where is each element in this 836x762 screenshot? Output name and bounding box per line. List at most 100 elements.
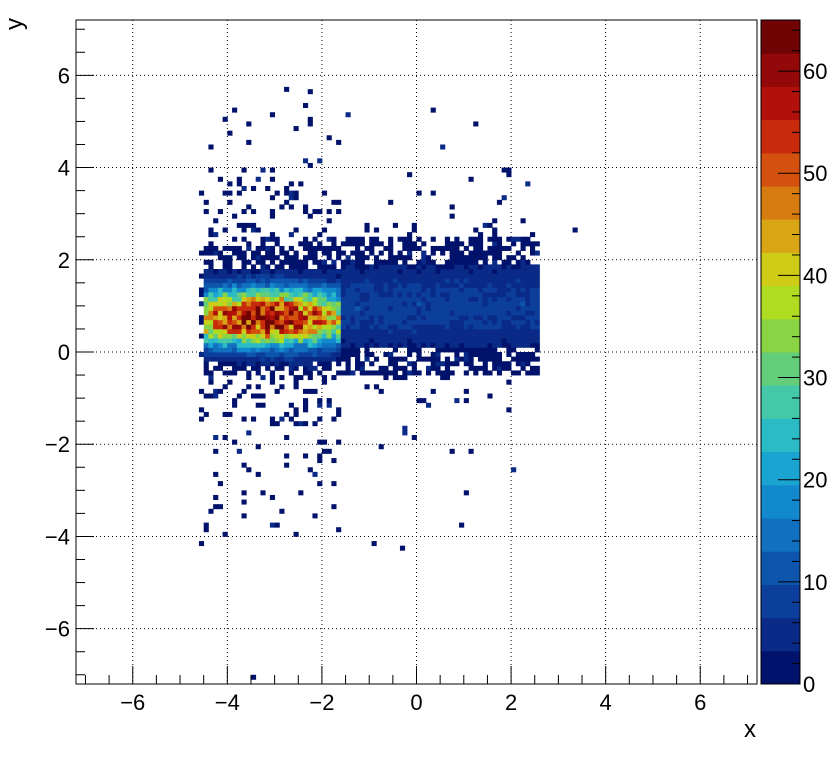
heatmap-cell — [364, 328, 370, 334]
heatmap-cell — [203, 305, 209, 311]
heatmap-cell — [482, 255, 488, 261]
heatmap-cell — [288, 195, 294, 201]
heatmap-cell — [293, 356, 299, 362]
heatmap-cell — [520, 218, 526, 224]
heatmap-cell — [383, 292, 389, 298]
heatmap-cell — [355, 250, 361, 256]
heatmap-cell — [355, 310, 361, 316]
heatmap-cell — [213, 250, 219, 256]
heatmap-cell — [213, 471, 219, 477]
heatmap-cell — [208, 301, 214, 307]
heatmap-cell — [345, 370, 351, 376]
heatmap-cell — [345, 352, 351, 358]
heatmap-cell — [345, 269, 351, 275]
heatmap-cell — [477, 310, 484, 316]
heatmap-cell — [496, 365, 503, 371]
heatmap-cell — [217, 356, 224, 362]
heatmap-cell — [430, 296, 436, 302]
heatmap-cell — [307, 255, 313, 261]
heatmap-cell — [506, 301, 512, 307]
heatmap-cell — [402, 342, 408, 348]
heatmap-cell — [392, 356, 398, 362]
heatmap-cell — [459, 296, 465, 302]
heatmap-cell — [506, 292, 512, 298]
heatmap-cell — [232, 365, 238, 371]
heatmap-cell — [213, 278, 219, 284]
heatmap-cell — [265, 301, 271, 307]
heatmap-cell — [444, 356, 451, 362]
heatmap-cell — [402, 264, 408, 270]
heatmap-cell — [407, 315, 413, 321]
heatmap-cell — [473, 255, 479, 261]
heatmap-cell — [477, 273, 484, 279]
heatmap-cell — [326, 402, 332, 408]
heatmap-cell — [241, 319, 247, 325]
heatmap-cell — [317, 439, 323, 445]
heatmap-cell — [246, 324, 252, 330]
heatmap-cell — [520, 301, 526, 307]
heatmap-cell — [459, 342, 465, 348]
heatmap-cell — [284, 347, 290, 353]
heatmap-cell — [359, 319, 365, 325]
heatmap-cell — [402, 241, 408, 247]
heatmap-cell — [321, 365, 328, 371]
heatmap-cell — [260, 310, 266, 316]
heatmap-cell — [473, 310, 479, 316]
heatmap-cell — [501, 195, 507, 201]
heatmap-cell — [355, 333, 361, 339]
heatmap-cell — [501, 278, 507, 284]
heatmap-cell — [340, 282, 346, 288]
heatmap-cell — [506, 310, 512, 316]
heatmap-cell — [303, 453, 309, 459]
heatmap-cell — [397, 305, 403, 311]
heatmap-cell — [421, 292, 427, 298]
heatmap-cell — [454, 273, 460, 279]
heatmap-cell — [250, 416, 257, 422]
heatmap-cell — [217, 324, 224, 330]
heatmap-cell — [336, 347, 342, 353]
heatmap-cell — [492, 259, 498, 265]
heatmap-cell — [482, 305, 488, 311]
heatmap-cell — [487, 342, 493, 348]
heatmap-cell — [530, 264, 536, 270]
heatmap-cell — [203, 527, 209, 533]
heatmap-cell — [487, 310, 493, 316]
heatmap-cell — [293, 264, 299, 270]
heatmap-cell — [444, 282, 451, 288]
heatmap-cell — [232, 356, 238, 362]
heatmap-cell — [355, 328, 361, 334]
heatmap-cell — [265, 305, 271, 311]
heatmap-cell — [487, 273, 493, 279]
heatmap-cell — [515, 356, 521, 362]
heatmap-cell — [506, 379, 512, 385]
heatmap-cell — [534, 310, 540, 316]
heatmap-cell — [312, 305, 318, 311]
heatmap-cell — [241, 513, 247, 519]
heatmap-cell — [303, 282, 309, 288]
heatmap-cell — [326, 347, 332, 353]
heatmap-cell — [269, 305, 276, 311]
heatmap-cell — [350, 273, 356, 279]
heatmap-cell — [359, 278, 365, 284]
heatmap-cell — [350, 236, 356, 242]
heatmap-cell — [392, 282, 398, 288]
heatmap-cell — [525, 264, 531, 270]
heatmap-cell — [288, 310, 294, 316]
heatmap-cell — [331, 328, 337, 334]
heatmap-cell — [515, 305, 521, 311]
heatmap-cell — [444, 264, 451, 270]
heatmap-cell — [345, 356, 351, 362]
heatmap-cell — [511, 278, 517, 284]
heatmap-cell — [269, 282, 276, 288]
heatmap-cell — [501, 296, 507, 302]
heatmap-cell — [416, 269, 422, 275]
heatmap-cell — [232, 310, 238, 316]
heatmap-cell — [463, 269, 469, 275]
heatmap-cell — [336, 278, 342, 284]
heatmap-cell — [487, 370, 493, 376]
heatmap-cell — [392, 301, 398, 307]
heatmap-cell — [284, 282, 290, 288]
heatmap-cell — [463, 245, 469, 251]
heatmap-cell — [350, 370, 356, 376]
heatmap-cell — [501, 264, 507, 270]
